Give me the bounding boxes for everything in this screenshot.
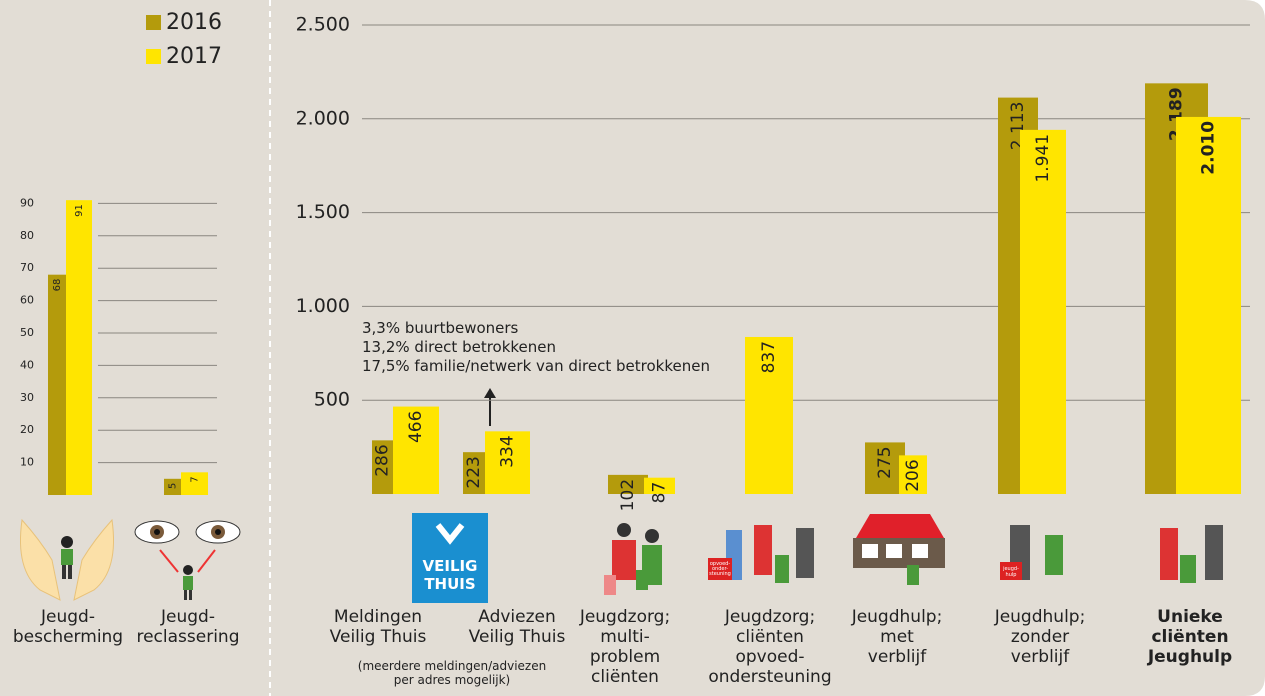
y-tick-label: 10 <box>20 456 34 469</box>
value-label: 91 <box>74 204 85 217</box>
badge-text: opvoed-onder-steuning <box>709 561 731 577</box>
y-tick-label: 30 <box>20 391 34 404</box>
bar <box>66 200 92 495</box>
legend-label: 2017 <box>166 44 222 69</box>
value-label: 87 <box>650 482 670 504</box>
y-tick-label: 70 <box>20 261 34 274</box>
y-tick-label: 1.500 <box>296 201 350 223</box>
value-label: 275 <box>875 446 895 478</box>
y-tick-label: 80 <box>20 229 34 242</box>
value-label: 206 <box>903 459 923 491</box>
value-label: 5 <box>168 483 179 489</box>
value-label: 466 <box>406 411 426 443</box>
bar <box>48 275 66 495</box>
page: 102030405060708090685917Jeugd-beschermin… <box>0 0 1265 696</box>
value-label: 102 <box>618 479 638 511</box>
value-label: 837 <box>759 341 779 373</box>
value-label: 7 <box>190 476 201 482</box>
y-tick-label: 40 <box>20 358 34 371</box>
y-tick-label: 2.500 <box>296 14 350 36</box>
y-tick-label: 500 <box>314 389 350 411</box>
value-label: 223 <box>464 456 484 488</box>
chart: 102030405060708090685917Jeugd-beschermin… <box>0 0 1265 696</box>
y-tick-label: 20 <box>20 423 34 436</box>
y-tick-label: 1.000 <box>296 295 350 317</box>
y-tick-label: 2.000 <box>296 107 350 129</box>
value-label: 286 <box>373 444 393 476</box>
y-tick-label: 90 <box>20 196 34 209</box>
legend-label: 2016 <box>166 10 222 35</box>
value-label: 68 <box>52 279 63 292</box>
legend-swatch <box>146 15 161 30</box>
legend-swatch <box>146 49 161 64</box>
bar <box>1020 130 1066 494</box>
y-tick-label: 60 <box>20 294 34 307</box>
value-label: 1.941 <box>1033 134 1053 183</box>
value-label: 334 <box>498 435 518 467</box>
y-tick-label: 50 <box>20 326 34 339</box>
value-label: 2.010 <box>1199 121 1219 175</box>
